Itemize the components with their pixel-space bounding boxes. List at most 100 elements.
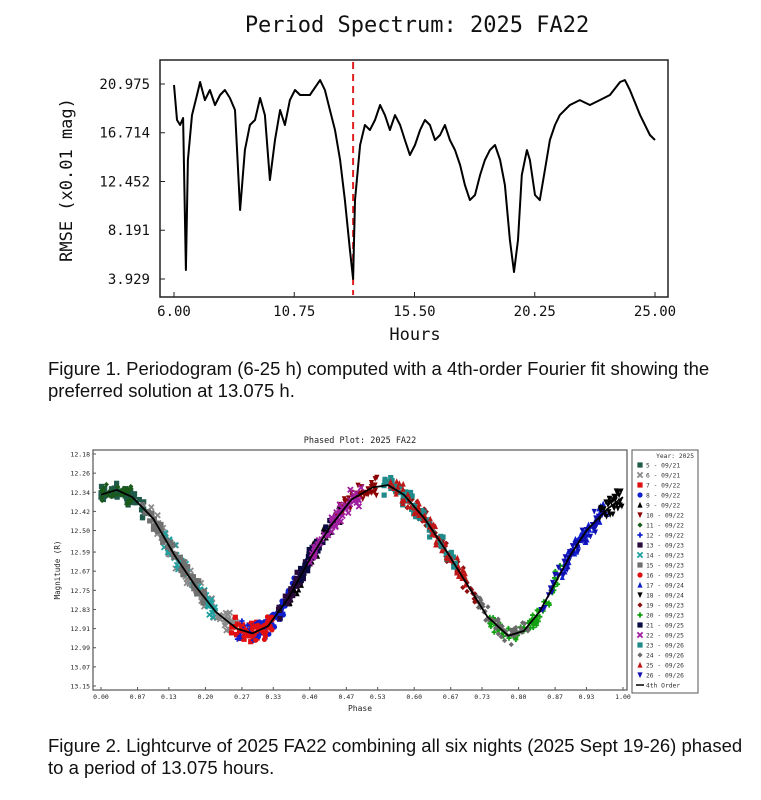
data-point: [224, 610, 231, 618]
data-point: [559, 574, 565, 581]
x-tick-label: 20.25: [514, 304, 556, 320]
legend-marker: [637, 512, 643, 519]
data-point: [485, 604, 491, 610]
legend-marker: [637, 592, 643, 599]
legend-item-label: 20 - 09/23: [646, 613, 684, 620]
data-point: [103, 481, 109, 488]
legend-item-label: 17 - 09/24: [646, 583, 684, 590]
data-point: [302, 562, 308, 568]
x-axis-label: Phase: [348, 704, 372, 713]
x-tick-label: 0.07: [130, 693, 146, 701]
data-point: [439, 547, 445, 554]
data-point: [417, 515, 423, 521]
x-tick-label: 0.13: [161, 693, 177, 701]
data-point: [345, 509, 352, 517]
data-point: [108, 486, 115, 492]
data-point: [393, 483, 399, 490]
x-tick-label: 0.47: [339, 693, 355, 701]
data-point: [464, 588, 470, 594]
data-point: [593, 515, 599, 522]
fourth-order-fit-curve: [100, 484, 624, 637]
data-point: [142, 510, 148, 516]
data-point: [293, 576, 300, 582]
legend-item-label: 18 - 09/24: [646, 593, 684, 600]
data-point: [328, 528, 335, 536]
legend-title: Year: 2025: [656, 453, 694, 460]
data-point: [297, 565, 304, 572]
data-point: [393, 490, 399, 497]
data-point: [416, 500, 422, 507]
data-point: [140, 507, 146, 513]
data-point: [382, 479, 388, 485]
data-point: [298, 577, 304, 584]
data-point: [519, 620, 526, 626]
data-point: [189, 575, 195, 581]
data-point: [206, 611, 213, 618]
data-point: [564, 567, 570, 573]
data-point: [408, 503, 414, 510]
data-point: [569, 543, 575, 549]
data-point: [442, 540, 449, 547]
data-point: [194, 591, 200, 597]
data-point: [98, 483, 105, 490]
y-tick-label: 16.714: [99, 126, 150, 142]
y-tick-label: 20.975: [99, 77, 150, 93]
legend-item-label: 10 - 09/22: [646, 513, 684, 520]
data-point: [382, 476, 388, 482]
data-point: [168, 539, 174, 546]
data-point: [192, 579, 198, 585]
data-point: [136, 496, 142, 503]
legend-item-label: 13 - 09/23: [646, 543, 684, 550]
data-point: [394, 478, 400, 484]
y-tick-label: 12.83: [70, 606, 90, 614]
phased-plot-chart: Phased Plot: 2025 FA22 12.18 12.26 12.34 12.…: [53, 436, 699, 713]
data-point: [140, 502, 146, 508]
x-tick-label: 0.27: [234, 693, 250, 701]
data-point: [613, 488, 619, 495]
data-point: [264, 614, 271, 620]
data-point: [172, 551, 179, 557]
period-spectrum-chart: Period Spectrum: 2025 FA22 20.975 16.714 12…: [57, 13, 676, 345]
data-point: [381, 492, 387, 498]
legend-item-label: 25 - 09/26: [646, 663, 684, 670]
data-point: [130, 499, 136, 506]
legend-marker: [637, 622, 643, 628]
x-tick-label: 0.87: [547, 693, 563, 701]
data-point: [126, 500, 133, 506]
data-point: [368, 489, 374, 496]
x-tick-label: 1.00: [615, 693, 631, 701]
data-point: [357, 484, 365, 491]
legend-marker: [637, 642, 643, 648]
data-point: [388, 480, 394, 486]
data-point: [601, 506, 607, 513]
data-point: [400, 480, 406, 487]
data-point: [223, 627, 230, 634]
data-point: [347, 486, 354, 493]
data-point: [282, 593, 288, 599]
data-point: [493, 625, 499, 631]
data-point: [579, 527, 585, 534]
legend-marker: [637, 602, 643, 608]
chart-title: Period Spectrum: 2025 FA22: [245, 13, 589, 38]
x-tick-label: 0.00: [93, 693, 109, 701]
data-point: [253, 637, 259, 643]
data-point: [419, 508, 425, 514]
data-point: [150, 526, 157, 532]
data-point: [157, 525, 163, 532]
data-point: [530, 612, 536, 618]
data-point: [139, 515, 146, 521]
data-point: [416, 504, 422, 511]
legend-marker: [637, 542, 643, 548]
legend-item-label: 24 - 09/26: [646, 653, 684, 660]
data-point: [619, 503, 625, 510]
data-point: [98, 490, 104, 496]
data-point: [236, 628, 243, 635]
legend-item-label: 26 - 09/26: [646, 673, 684, 680]
y-axis-label: RMSE (x0.01 mag): [57, 98, 77, 262]
data-point: [145, 509, 151, 515]
data-point: [566, 549, 573, 555]
figure-1-caption: Figure 1. Periodogram (6-25 h) computed …: [48, 358, 710, 401]
data-point: [133, 500, 139, 506]
legend-item-label: 16 - 09/23: [646, 573, 684, 580]
data-point: [530, 624, 536, 631]
